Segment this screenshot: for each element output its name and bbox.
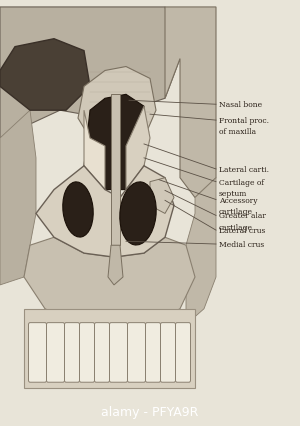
FancyBboxPatch shape — [176, 323, 190, 382]
FancyBboxPatch shape — [28, 323, 46, 382]
Polygon shape — [150, 178, 174, 214]
Text: Lateral carti.: Lateral carti. — [219, 166, 269, 173]
Bar — [24, 309, 195, 388]
FancyBboxPatch shape — [110, 323, 128, 382]
Polygon shape — [78, 67, 156, 147]
Text: Accessory: Accessory — [219, 196, 257, 204]
Text: Frontal proc.: Frontal proc. — [219, 117, 269, 125]
Text: Greater alar: Greater alar — [219, 212, 266, 220]
Text: of maxilla: of maxilla — [219, 128, 256, 136]
Polygon shape — [0, 8, 180, 139]
FancyBboxPatch shape — [94, 323, 110, 382]
FancyBboxPatch shape — [64, 323, 80, 382]
Text: Nasal bone: Nasal bone — [219, 101, 262, 109]
FancyBboxPatch shape — [46, 323, 64, 382]
Polygon shape — [186, 178, 216, 325]
FancyBboxPatch shape — [146, 323, 160, 382]
Text: alamy - PFYA9R: alamy - PFYA9R — [101, 405, 199, 417]
Polygon shape — [84, 95, 144, 190]
Polygon shape — [36, 167, 174, 257]
Text: cartilage: cartilage — [219, 207, 253, 215]
FancyBboxPatch shape — [80, 323, 94, 382]
Polygon shape — [24, 238, 195, 329]
FancyBboxPatch shape — [160, 323, 175, 382]
Text: septum: septum — [219, 189, 248, 197]
FancyBboxPatch shape — [128, 323, 146, 382]
Text: Lateral crus: Lateral crus — [219, 227, 266, 235]
Text: Medial crus: Medial crus — [219, 240, 264, 248]
Polygon shape — [165, 8, 216, 198]
Polygon shape — [126, 107, 150, 190]
Polygon shape — [0, 40, 90, 111]
Ellipse shape — [120, 182, 156, 245]
Polygon shape — [111, 95, 120, 246]
Text: cartilage: cartilage — [219, 223, 253, 231]
Ellipse shape — [63, 182, 93, 238]
Polygon shape — [108, 246, 123, 285]
Text: Cartilage of: Cartilage of — [219, 178, 264, 186]
Polygon shape — [84, 111, 105, 190]
Polygon shape — [0, 111, 36, 285]
